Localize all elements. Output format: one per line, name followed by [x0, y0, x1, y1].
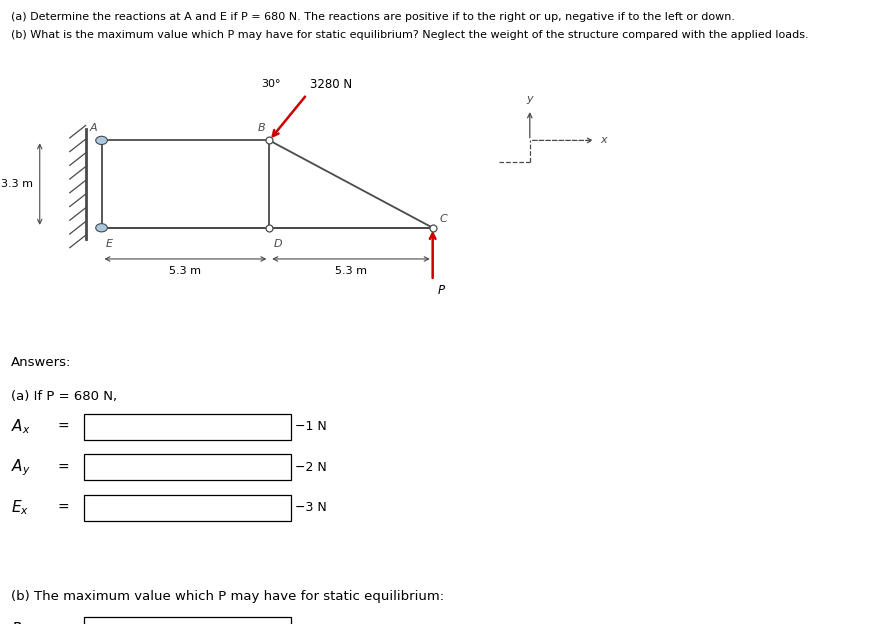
Text: 30°: 30°	[260, 79, 281, 89]
Text: 5.3 m: 5.3 m	[170, 266, 201, 276]
Text: y: y	[526, 94, 533, 104]
Text: (a) Determine the reactions at A and E if P = 680 N. The reactions are positive : (a) Determine the reactions at A and E i…	[11, 12, 735, 22]
FancyBboxPatch shape	[84, 617, 291, 624]
Text: 5.3 m: 5.3 m	[335, 266, 367, 276]
Text: =: =	[57, 420, 69, 434]
Text: $A_x$: $A_x$	[11, 417, 30, 436]
Text: =: =	[57, 461, 69, 474]
Text: (b) What is the maximum value which P may have for static equilibrium? Neglect t: (b) What is the maximum value which P ma…	[11, 30, 808, 40]
Text: (a) If P = 680 N,: (a) If P = 680 N,	[11, 390, 117, 403]
Text: 3280 N: 3280 N	[311, 79, 352, 91]
Text: $P_{max}$: $P_{max}$	[11, 620, 45, 624]
FancyBboxPatch shape	[84, 414, 291, 440]
Circle shape	[95, 136, 108, 145]
Text: −4 N: −4 N	[295, 623, 327, 624]
Text: −1 N: −1 N	[295, 421, 327, 433]
Text: Answers:: Answers:	[11, 356, 71, 369]
Text: −3 N: −3 N	[295, 502, 327, 514]
Circle shape	[95, 223, 108, 232]
Text: C: C	[440, 214, 448, 224]
Text: B: B	[257, 123, 265, 133]
Text: x: x	[600, 135, 608, 145]
FancyBboxPatch shape	[84, 495, 291, 521]
Text: E: E	[106, 239, 113, 249]
Text: =: =	[64, 623, 75, 624]
Text: 3.3 m: 3.3 m	[1, 179, 33, 189]
Text: (b) The maximum value which P may have for static equilibrium:: (b) The maximum value which P may have f…	[11, 590, 444, 603]
Text: D: D	[274, 239, 283, 249]
Text: −2 N: −2 N	[295, 461, 327, 474]
Text: A: A	[89, 123, 97, 133]
Text: =: =	[57, 501, 69, 515]
Text: $E_x$: $E_x$	[11, 499, 28, 517]
Text: $A_y$: $A_y$	[11, 457, 30, 478]
FancyBboxPatch shape	[84, 454, 291, 480]
Text: P: P	[438, 284, 445, 297]
